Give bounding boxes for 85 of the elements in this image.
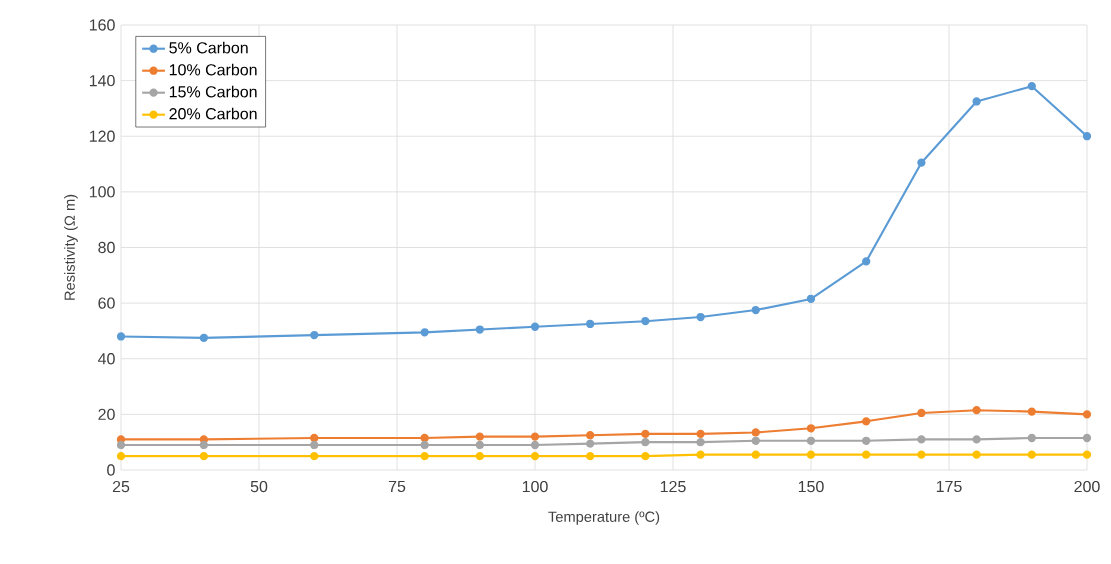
point	[530, 322, 540, 331]
point	[199, 451, 208, 461]
y-tick-label: 140	[89, 74, 115, 87]
point	[586, 439, 595, 448]
y-tick-label: 100	[89, 186, 115, 198]
point	[862, 257, 871, 266]
point	[917, 450, 926, 459]
point	[420, 451, 429, 461]
point	[696, 450, 705, 459]
legend-label: 5% Carbon	[169, 41, 248, 54]
point	[972, 435, 981, 444]
x-tick-label: 125	[660, 480, 686, 493]
point	[972, 97, 981, 106]
point	[917, 435, 926, 444]
legend-label: 10% Carbon	[169, 63, 257, 76]
point	[862, 417, 871, 426]
point	[972, 406, 981, 415]
point	[641, 451, 650, 461]
point	[751, 450, 760, 459]
point	[530, 451, 540, 461]
point	[530, 440, 540, 450]
point	[475, 325, 484, 334]
legend-label: 15% Carbon	[169, 85, 257, 98]
y-tick-label: 120	[89, 130, 115, 142]
point	[972, 450, 981, 459]
point	[751, 436, 760, 445]
point	[475, 440, 484, 450]
point	[751, 305, 760, 315]
y-tick-label: 60	[98, 297, 115, 309]
point	[1027, 450, 1036, 459]
point	[862, 450, 871, 459]
point	[1027, 82, 1036, 91]
point	[586, 431, 595, 440]
point	[586, 319, 595, 329]
point	[806, 294, 816, 304]
x-tick-label: 50	[250, 480, 268, 493]
point	[586, 451, 595, 461]
point	[199, 333, 208, 343]
y-tick-label: 160	[89, 19, 115, 31]
point	[917, 408, 926, 418]
point	[310, 451, 319, 461]
point	[1082, 450, 1092, 459]
point	[1082, 132, 1092, 141]
point	[641, 438, 650, 447]
point	[806, 424, 816, 433]
y-axis-title: Resistivity (Ω m)	[64, 194, 78, 300]
point	[696, 429, 705, 438]
point	[116, 440, 126, 450]
point	[1082, 433, 1092, 443]
point	[420, 328, 429, 337]
x-tick-label: 175	[936, 480, 962, 493]
point	[1027, 433, 1036, 443]
x-tick-label: 25	[112, 480, 130, 493]
point	[475, 432, 484, 441]
point	[199, 440, 208, 450]
y-tick-label: 40	[97, 353, 115, 365]
y-tick-label: 80	[98, 241, 115, 254]
point	[641, 317, 650, 326]
point	[806, 436, 816, 445]
x-axis-title: Temperature (ºC)	[548, 511, 660, 525]
point	[116, 451, 126, 461]
x-tick-label: 150	[798, 480, 824, 493]
point	[475, 451, 484, 461]
point	[696, 438, 705, 447]
point	[917, 158, 926, 167]
point	[641, 429, 650, 438]
x-tick-label: 200	[1074, 480, 1100, 493]
point	[751, 428, 760, 437]
point	[1082, 410, 1092, 419]
point	[806, 450, 816, 459]
legend-label: 20% Carbon	[169, 107, 257, 120]
point	[116, 332, 126, 341]
point	[420, 440, 429, 450]
point	[310, 433, 319, 443]
y-tick-label: 20	[98, 408, 115, 421]
point	[310, 440, 319, 450]
point	[420, 433, 429, 443]
x-tick-label: 100	[522, 480, 548, 493]
point	[696, 312, 705, 322]
y-tick-label: 0	[107, 464, 115, 476]
point	[1027, 407, 1036, 416]
x-tick-label: 75	[388, 480, 406, 493]
point	[310, 330, 319, 340]
point	[862, 436, 871, 445]
point	[530, 432, 540, 441]
